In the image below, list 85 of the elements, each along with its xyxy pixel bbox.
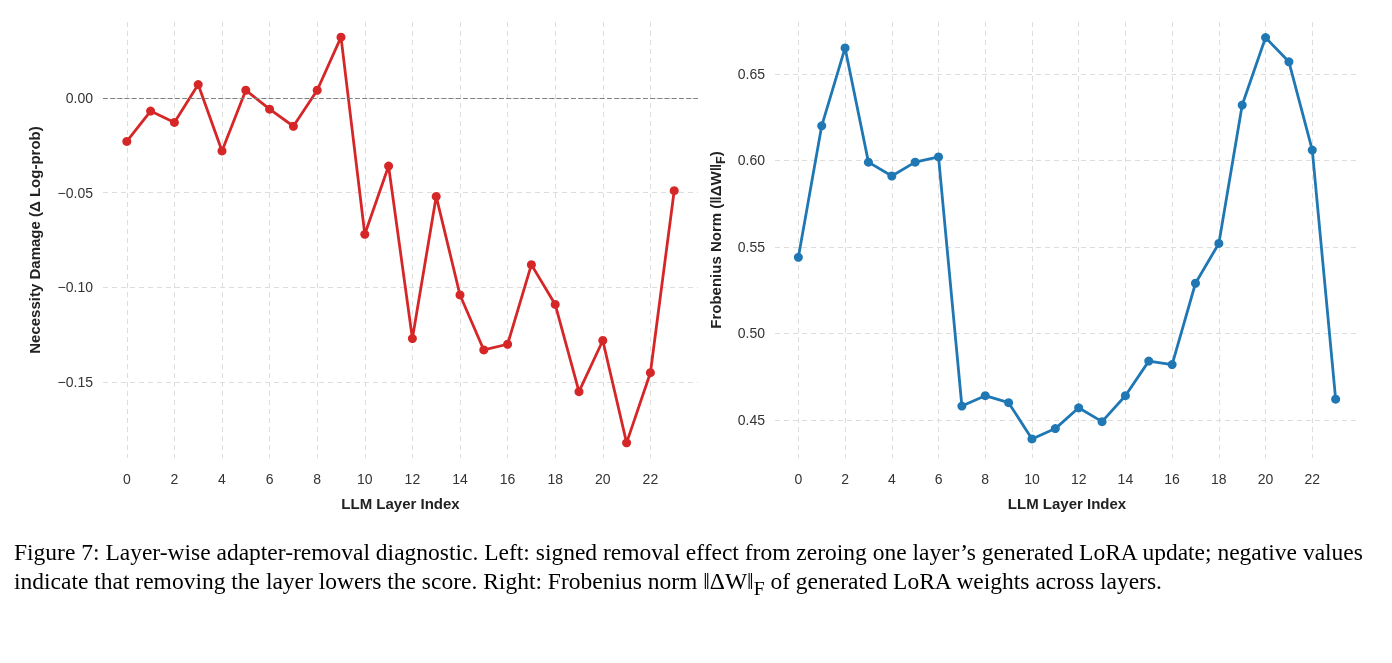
point	[312, 85, 322, 95]
point	[980, 391, 990, 401]
point	[793, 252, 803, 262]
point	[1284, 57, 1294, 67]
point	[550, 299, 560, 309]
x-tick-label: 6	[934, 471, 943, 487]
point	[817, 121, 827, 131]
x-tick-label: 12	[404, 471, 421, 487]
point	[1167, 360, 1177, 370]
point	[146, 106, 156, 116]
point	[360, 229, 370, 239]
point	[1237, 100, 1247, 110]
x-tick-label: 12	[1070, 471, 1087, 487]
point	[1097, 417, 1107, 427]
x-tick-label: 14	[452, 471, 468, 487]
point	[669, 186, 679, 196]
point	[241, 85, 251, 95]
x-tick-label: 18	[547, 471, 564, 487]
point	[169, 117, 179, 127]
point	[288, 121, 298, 131]
point	[217, 146, 227, 156]
point	[1120, 391, 1130, 401]
point	[840, 43, 850, 53]
x-tick-label: 22	[1304, 471, 1321, 487]
y-tick-label: 0.55	[737, 238, 766, 255]
y-tick-label: −0.15	[57, 374, 94, 391]
point	[431, 191, 441, 201]
x-tick-label: 18	[1211, 471, 1227, 487]
point	[1050, 424, 1060, 434]
point	[193, 80, 203, 90]
x-tick-label: 10	[1024, 471, 1040, 487]
x-tick-label: 4	[887, 471, 896, 487]
point	[503, 339, 513, 349]
point	[1074, 403, 1084, 413]
point	[910, 157, 920, 167]
point	[1214, 238, 1224, 248]
point	[455, 290, 465, 300]
x-tick-label: 2	[841, 471, 850, 487]
y-tick-label: 0.60	[737, 152, 766, 169]
point	[1190, 278, 1200, 288]
y-tick-label: 0.45	[737, 411, 766, 428]
x-axis-title: LLM Layer Index	[1007, 495, 1127, 512]
x-tick-label: 20	[1257, 471, 1274, 487]
x-tick-label: 10	[357, 471, 373, 487]
x-tick-label: 14	[1117, 471, 1134, 487]
x-tick-label: 4	[218, 471, 227, 487]
point	[265, 104, 275, 114]
point	[384, 161, 394, 171]
x-tick-label: 20	[595, 471, 611, 487]
point	[598, 335, 608, 345]
caption: Figure 7: Layer-wise adapter-removal diagnostic. Left: signed removal effect from zeroing one layer’s generated LoRA update; negative values indicate that removing the layer lowers the score. Right: Frobenius norm ‖ΔW‖$_{F}$ of generated LoRA weights across layers.	[14, 538, 1364, 601]
point	[645, 368, 655, 378]
point	[957, 401, 967, 411]
point	[1004, 398, 1014, 408]
x-tick-label: 8	[313, 471, 322, 487]
point	[1261, 33, 1271, 43]
point	[122, 136, 132, 146]
point	[887, 171, 897, 181]
point	[622, 438, 632, 448]
y-tick-label: 0.00	[65, 89, 94, 106]
x-tick-label: 16	[1164, 471, 1181, 487]
y-tick-label: 0.50	[737, 325, 766, 342]
point	[1331, 394, 1341, 404]
point	[1307, 145, 1317, 155]
point	[407, 334, 417, 344]
x-tick-label: 6	[265, 471, 274, 487]
x-tick-label: 22	[642, 471, 659, 487]
point	[934, 152, 944, 162]
point	[574, 387, 584, 397]
point	[863, 157, 873, 167]
y-tick-label: −0.10	[57, 279, 94, 296]
point	[336, 32, 346, 42]
x-tick-label: 2	[170, 471, 179, 487]
x-axis-title: LLM Layer Index	[341, 495, 461, 512]
x-tick-label: 8	[981, 471, 990, 487]
x-tick-label: 0	[794, 471, 803, 487]
point	[1144, 356, 1154, 366]
y-axis-title: Necessity Damage (Δ Log-prob)	[25, 126, 43, 354]
y-tick-label: 0.65	[737, 65, 766, 82]
point	[526, 260, 536, 270]
x-tick-label: 16	[499, 471, 516, 487]
point	[1027, 434, 1037, 444]
x-tick-label: 0	[122, 471, 131, 487]
y-tick-label: −0.05	[57, 184, 94, 201]
point	[479, 345, 489, 355]
